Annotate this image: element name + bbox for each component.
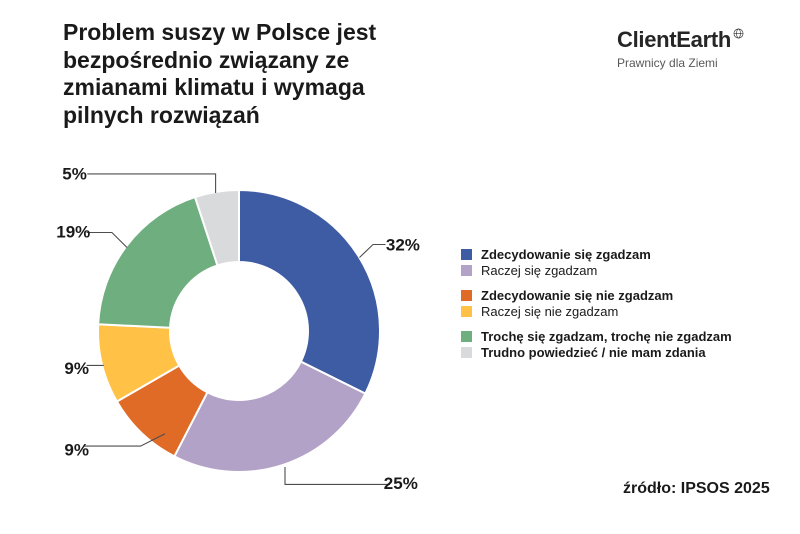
svg-text:9%: 9% [64,441,89,460]
svg-text:19%: 19% [56,223,90,242]
svg-text:9%: 9% [64,359,89,378]
svg-text:5%: 5% [62,168,87,184]
svg-text:25%: 25% [384,474,418,493]
svg-text:32%: 32% [386,236,420,255]
